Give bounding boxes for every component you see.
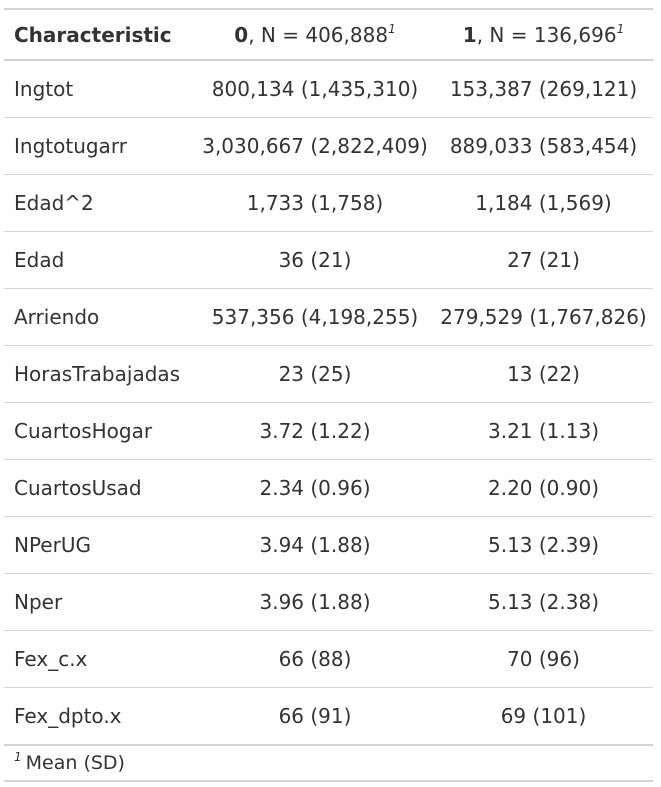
cell-group-0: 66 (91) [196,687,434,746]
row-label: Nper [4,573,196,631]
cell-group-1: 153,387 (269,121) [434,59,653,118]
table-row: Fex_c.x 66 (88) 70 (96) [4,630,653,688]
cell-group-0: 3.94 (1.88) [196,516,434,574]
row-label: NPerUG [4,516,196,574]
header-group-1: 1, N = 136,6961 [434,9,653,60]
header-characteristic: Characteristic [14,22,172,47]
table-row: Arriendo 537,356 (4,198,255) 279,529 (1,76… [4,288,653,346]
summary-table: Characteristic 0, N = 406,8881 1, N = 13… [4,8,653,782]
row-label: Fex_dpto.x [4,687,196,746]
group-0-name: 0 [234,22,249,47]
cell-group-1: 69 (101) [434,687,653,746]
group-1-footnote-mark: 1 [616,21,625,36]
row-label: Edad [4,231,196,289]
group-1-n: , N = 136,696 [476,22,617,47]
table-row: Fex_dpto.x 66 (91) 69 (101) [4,687,653,746]
footnote-row: 1 Mean (SD) [4,745,653,782]
table-footer: 1 Mean (SD) [4,745,653,782]
header-group-0: 0, N = 406,8881 [196,9,434,60]
cell-group-1: 3.21 (1.13) [434,402,653,460]
header-row: Characteristic 0, N = 406,8881 1, N = 13… [4,9,653,60]
cell-group-1: 1,184 (1,569) [434,174,653,232]
table-header: Characteristic 0, N = 406,8881 1, N = 13… [4,9,653,60]
cell-group-1: 27 (21) [434,231,653,289]
row-label: Ingtotugarr [4,117,196,175]
table-row: NPerUG 3.94 (1.88) 5.13 (2.39) [4,516,653,574]
table-row: Nper 3.96 (1.88) 5.13 (2.38) [4,573,653,631]
footnote-mark: 1 [14,750,22,764]
table-row: Ingtot 800,134 (1,435,310) 153,387 (269,12… [4,59,653,118]
row-label: Ingtot [4,59,196,118]
cell-group-0: 3,030,667 (2,822,409) [196,117,434,175]
table-body: Ingtot 800,134 (1,435,310) 153,387 (269,12… [4,59,653,746]
footnote-text: Mean (SD) [25,752,125,774]
cell-group-1: 2.20 (0.90) [434,459,653,517]
cell-group-0: 800,134 (1,435,310) [196,59,434,118]
cell-group-1: 70 (96) [434,630,653,688]
table-row: CuartosUsad 2.34 (0.96) 2.20 (0.90) [4,459,653,517]
group-0-footnote-mark: 1 [388,21,396,36]
cell-group-0: 2.34 (0.96) [196,459,434,517]
cell-group-0: 3.72 (1.22) [196,402,434,460]
cell-group-0: 36 (21) [196,231,434,289]
footnote: 1 Mean (SD) [4,745,653,782]
row-label: CuartosHogar [4,402,196,460]
cell-group-0: 66 (88) [196,630,434,688]
cell-group-0: 3.96 (1.88) [196,573,434,631]
table-row: HorasTrabajadas 23 (25) 13 (22) [4,345,653,403]
cell-group-0: 1,733 (1,758) [196,174,434,232]
row-label: Edad^2 [4,174,196,232]
cell-group-1: 279,529 (1,767,826) [434,288,653,346]
cell-group-0: 23 (25) [196,345,434,403]
summary-table-container: Characteristic 0, N = 406,8881 1, N = 13… [4,8,653,782]
group-1-name: 1 [462,22,477,47]
cell-group-1: 5.13 (2.39) [434,516,653,574]
table-row: Edad 36 (21) 27 (21) [4,231,653,289]
cell-group-1: 13 (22) [434,345,653,403]
table-row: CuartosHogar 3.72 (1.22) 3.21 (1.13) [4,402,653,460]
cell-group-0: 537,356 (4,198,255) [196,288,434,346]
cell-group-1: 889,033 (583,454) [434,117,653,175]
row-label: HorasTrabajadas [4,345,196,403]
row-label: CuartosUsad [4,459,196,517]
table-row: Ingtotugarr 3,030,667 (2,822,409) 889,033 … [4,117,653,175]
row-label: Arriendo [4,288,196,346]
table-row: Edad^2 1,733 (1,758) 1,184 (1,569) [4,174,653,232]
row-label: Fex_c.x [4,630,196,688]
group-0-n: , N = 406,888 [248,22,389,47]
cell-group-1: 5.13 (2.38) [434,573,653,631]
